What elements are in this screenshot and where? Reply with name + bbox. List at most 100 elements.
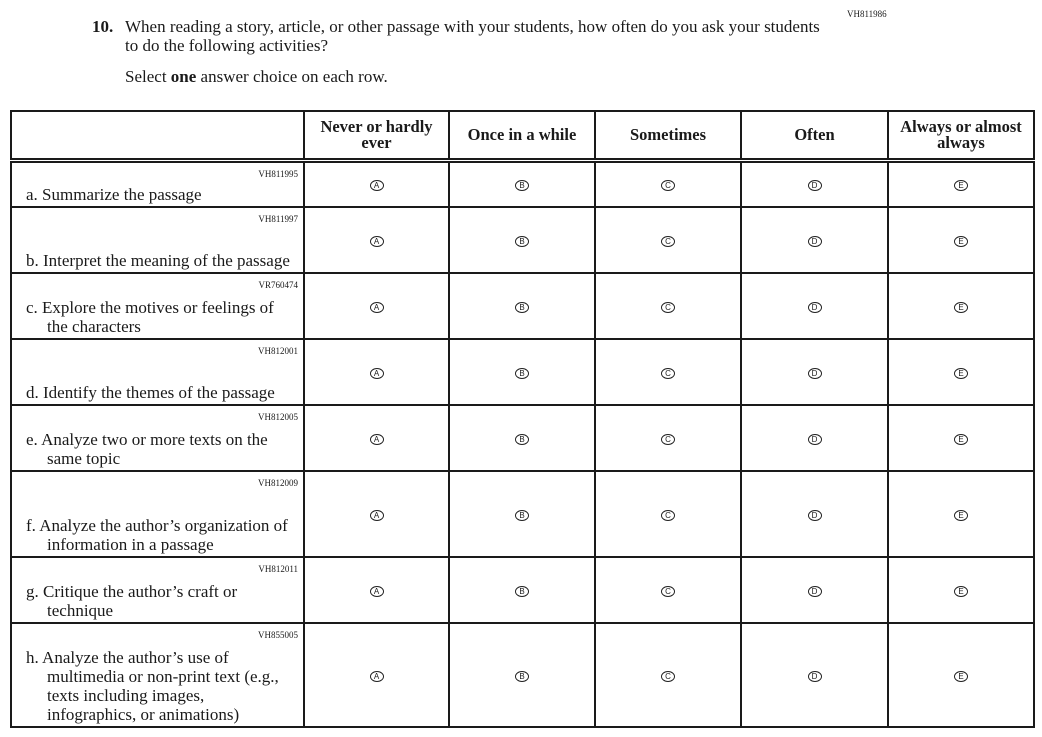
answer-cell: E — [887, 337, 1035, 406]
answer-bubble-a[interactable]: A — [369, 180, 384, 192]
answer-bubble-b[interactable]: B — [515, 180, 529, 192]
answer-cell: D — [740, 159, 889, 208]
answer-cell: D — [740, 621, 889, 728]
item-code: VR760474 — [258, 279, 298, 290]
item-label: e. Analyze two or more texts on the same… — [26, 429, 268, 468]
table-row: VH812009 f. Analyze the author’s organiza… — [10, 469, 1035, 558]
answer-bubble-c[interactable]: C — [661, 235, 675, 247]
item-code: VH811997 — [258, 213, 298, 224]
instruction-pre: Select — [125, 67, 171, 86]
row-item: VH812001 d. Identify the themes of the pa… — [10, 337, 305, 406]
answer-grid: Never or hardly ever Once in a while Somet… — [10, 110, 1035, 728]
answer-cell: D — [740, 403, 889, 472]
answer-bubble-a[interactable]: A — [369, 433, 384, 445]
answer-bubble-e[interactable]: E — [954, 180, 968, 192]
answer-bubble-d[interactable]: D — [807, 367, 822, 379]
answer-bubble-b[interactable]: B — [515, 367, 529, 379]
answer-bubble-e[interactable]: E — [954, 509, 968, 521]
answer-bubble-a[interactable]: A — [369, 235, 384, 247]
column-header: Sometimes — [594, 110, 742, 163]
answer-cell: C — [594, 403, 742, 472]
answer-cell: E — [887, 205, 1035, 274]
question-id: VH811986 — [847, 9, 887, 19]
item-label: b. Interpret the meaning of the passage — [26, 250, 290, 270]
answer-cell: D — [740, 205, 889, 274]
answer-cell: A — [303, 205, 450, 274]
table-row: VH812005 e. Analyze two or more texts on … — [10, 403, 1035, 472]
row-item: VH812009 f. Analyze the author’s organiza… — [10, 469, 305, 558]
answer-bubble-c[interactable]: C — [661, 670, 675, 682]
item-code: VH812005 — [258, 411, 298, 422]
answer-cell: B — [448, 337, 596, 406]
table-row: VH855005 h. Analyze the author’s use of m… — [10, 621, 1035, 728]
answer-bubble-d[interactable]: D — [807, 433, 822, 445]
answer-cell: B — [448, 621, 596, 728]
answer-cell: E — [887, 159, 1035, 208]
answer-bubble-d[interactable]: D — [807, 585, 822, 597]
instruction-bold: one — [170, 67, 197, 86]
answer-bubble-c[interactable]: C — [661, 585, 675, 597]
answer-bubble-c[interactable]: C — [661, 301, 675, 313]
answer-cell: D — [740, 337, 889, 406]
answer-cell: A — [303, 403, 450, 472]
answer-bubble-a[interactable]: A — [369, 301, 384, 313]
answer-bubble-a[interactable]: A — [369, 367, 384, 379]
table-row: VH811997 b. Interpret the meaning of the … — [10, 205, 1035, 274]
answer-bubble-c[interactable]: C — [661, 180, 675, 192]
answer-cell: A — [303, 271, 450, 340]
answer-bubble-e[interactable]: E — [954, 585, 968, 597]
answer-bubble-a[interactable]: A — [369, 509, 384, 521]
item-code: VH855005 — [258, 629, 298, 640]
column-header: Always or almost always — [887, 110, 1035, 163]
answer-cell: D — [740, 555, 889, 624]
table-row: VR760474 c. Explore the motives or feelin… — [10, 271, 1035, 340]
answer-bubble-c[interactable]: C — [661, 433, 675, 445]
answer-bubble-e[interactable]: E — [954, 670, 968, 682]
answer-cell: B — [448, 403, 596, 472]
answer-bubble-c[interactable]: C — [661, 367, 675, 379]
answer-bubble-c[interactable]: C — [661, 509, 675, 521]
answer-bubble-a[interactable]: A — [369, 585, 384, 597]
instruction: Select one answer choice on each row. — [125, 67, 388, 87]
answer-cell: C — [594, 469, 742, 558]
answer-bubble-b[interactable]: B — [515, 670, 529, 682]
answer-bubble-b[interactable]: B — [515, 301, 529, 313]
item-code: VH811995 — [258, 169, 298, 179]
answer-cell: D — [740, 469, 889, 558]
answer-bubble-d[interactable]: D — [807, 509, 822, 521]
answer-cell: A — [303, 337, 450, 406]
item-label: f. Analyze the author’s organization of … — [26, 515, 288, 554]
item-code: VH812009 — [258, 477, 298, 488]
header-blank — [10, 110, 305, 163]
item-code: VH812011 — [258, 563, 298, 574]
item-label: g. Critique the author’s craft or techni… — [26, 581, 238, 620]
answer-bubble-d[interactable]: D — [807, 235, 822, 247]
answer-bubble-d[interactable]: D — [807, 180, 822, 192]
answer-cell: A — [303, 555, 450, 624]
item-label: a. Summarize the passage — [26, 184, 202, 204]
answer-cell: B — [448, 469, 596, 558]
answer-bubble-b[interactable]: B — [515, 509, 529, 521]
header-row: Never or hardly ever Once in a while Somet… — [10, 110, 1035, 163]
answer-cell: A — [303, 159, 450, 208]
answer-cell: B — [448, 205, 596, 274]
answer-bubble-a[interactable]: A — [369, 670, 384, 682]
answer-bubble-b[interactable]: B — [515, 235, 529, 247]
answer-bubble-b[interactable]: B — [515, 585, 529, 597]
item-label: c. Explore the motives or feelings of th… — [26, 297, 274, 336]
answer-bubble-d[interactable]: D — [807, 670, 822, 682]
answer-cell: C — [594, 159, 742, 208]
answer-cell: C — [594, 621, 742, 728]
answer-cell: C — [594, 205, 742, 274]
answer-bubble-e[interactable]: E — [954, 367, 968, 379]
answer-bubble-b[interactable]: B — [515, 433, 529, 445]
answer-bubble-e[interactable]: E — [954, 235, 968, 247]
row-item: VH811995 a. Summarize the passage — [10, 159, 305, 208]
row-item: VH811997 b. Interpret the meaning of the … — [10, 205, 305, 274]
answer-bubble-e[interactable]: E — [954, 301, 968, 313]
column-header: Once in a while — [448, 110, 596, 163]
answer-bubble-e[interactable]: E — [954, 433, 968, 445]
answer-cell: C — [594, 555, 742, 624]
answer-bubble-d[interactable]: D — [807, 301, 822, 313]
table-row: VH812001 d. Identify the themes of the pa… — [10, 337, 1035, 406]
